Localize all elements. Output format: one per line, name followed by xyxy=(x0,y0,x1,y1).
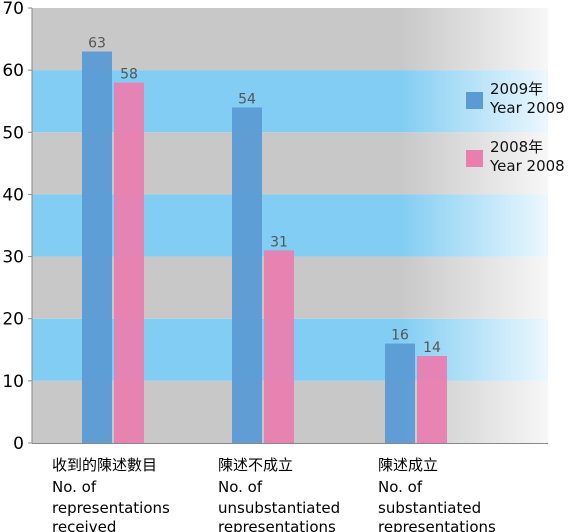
data-label: 58 xyxy=(120,67,138,83)
bar xyxy=(82,51,112,443)
y-tick-label: 60 xyxy=(2,61,24,81)
bar xyxy=(385,343,415,443)
data-labels: 63 58 54 31 16 14 xyxy=(88,36,441,357)
legend-label: 2008年 xyxy=(490,138,543,156)
data-label: 63 xyxy=(88,36,106,52)
legend-label: 2009年 xyxy=(490,80,543,98)
bar xyxy=(417,356,447,443)
category-label-line: representations xyxy=(52,499,170,517)
category-label-line: representations xyxy=(378,518,496,532)
y-tick-label: 20 xyxy=(2,310,24,330)
category-label-line: 收到的陳述數目 xyxy=(52,456,157,474)
category-label-line: 陳述不成立 xyxy=(218,456,293,474)
category-label-line: No. of xyxy=(378,478,423,496)
bar xyxy=(264,250,294,443)
data-label: 14 xyxy=(423,340,441,356)
y-tick-label: 40 xyxy=(2,185,24,205)
legend-swatch xyxy=(466,92,483,109)
category-label-line: No. of xyxy=(218,478,263,496)
y-tick-label: 10 xyxy=(2,372,24,392)
data-label: 54 xyxy=(238,91,256,107)
bar xyxy=(232,107,262,443)
data-label: 31 xyxy=(270,234,288,250)
bars xyxy=(82,51,447,444)
y-tick-label: 30 xyxy=(2,248,24,268)
category-label-line: substantiated xyxy=(378,499,481,517)
data-label: 16 xyxy=(391,328,409,344)
category-label-line: 陳述成立 xyxy=(378,456,438,474)
category-label-line: No. of xyxy=(52,478,97,496)
category-label-line: representations xyxy=(218,518,336,532)
y-tick-label: 0 xyxy=(13,434,24,454)
y-tick-label: 50 xyxy=(2,123,24,143)
legend-label: Year 2008 xyxy=(489,157,565,175)
category-label-line: received xyxy=(52,518,116,532)
legend-label: Year 2009 xyxy=(489,99,565,117)
legend-swatch xyxy=(466,150,483,167)
bar xyxy=(114,82,144,444)
category-label-line: unsubstantiated xyxy=(218,499,340,517)
y-tick-label: 70 xyxy=(2,0,24,19)
y-axis-ticks: 0 10 20 30 40 50 60 70 xyxy=(2,0,32,454)
axes xyxy=(31,8,548,444)
